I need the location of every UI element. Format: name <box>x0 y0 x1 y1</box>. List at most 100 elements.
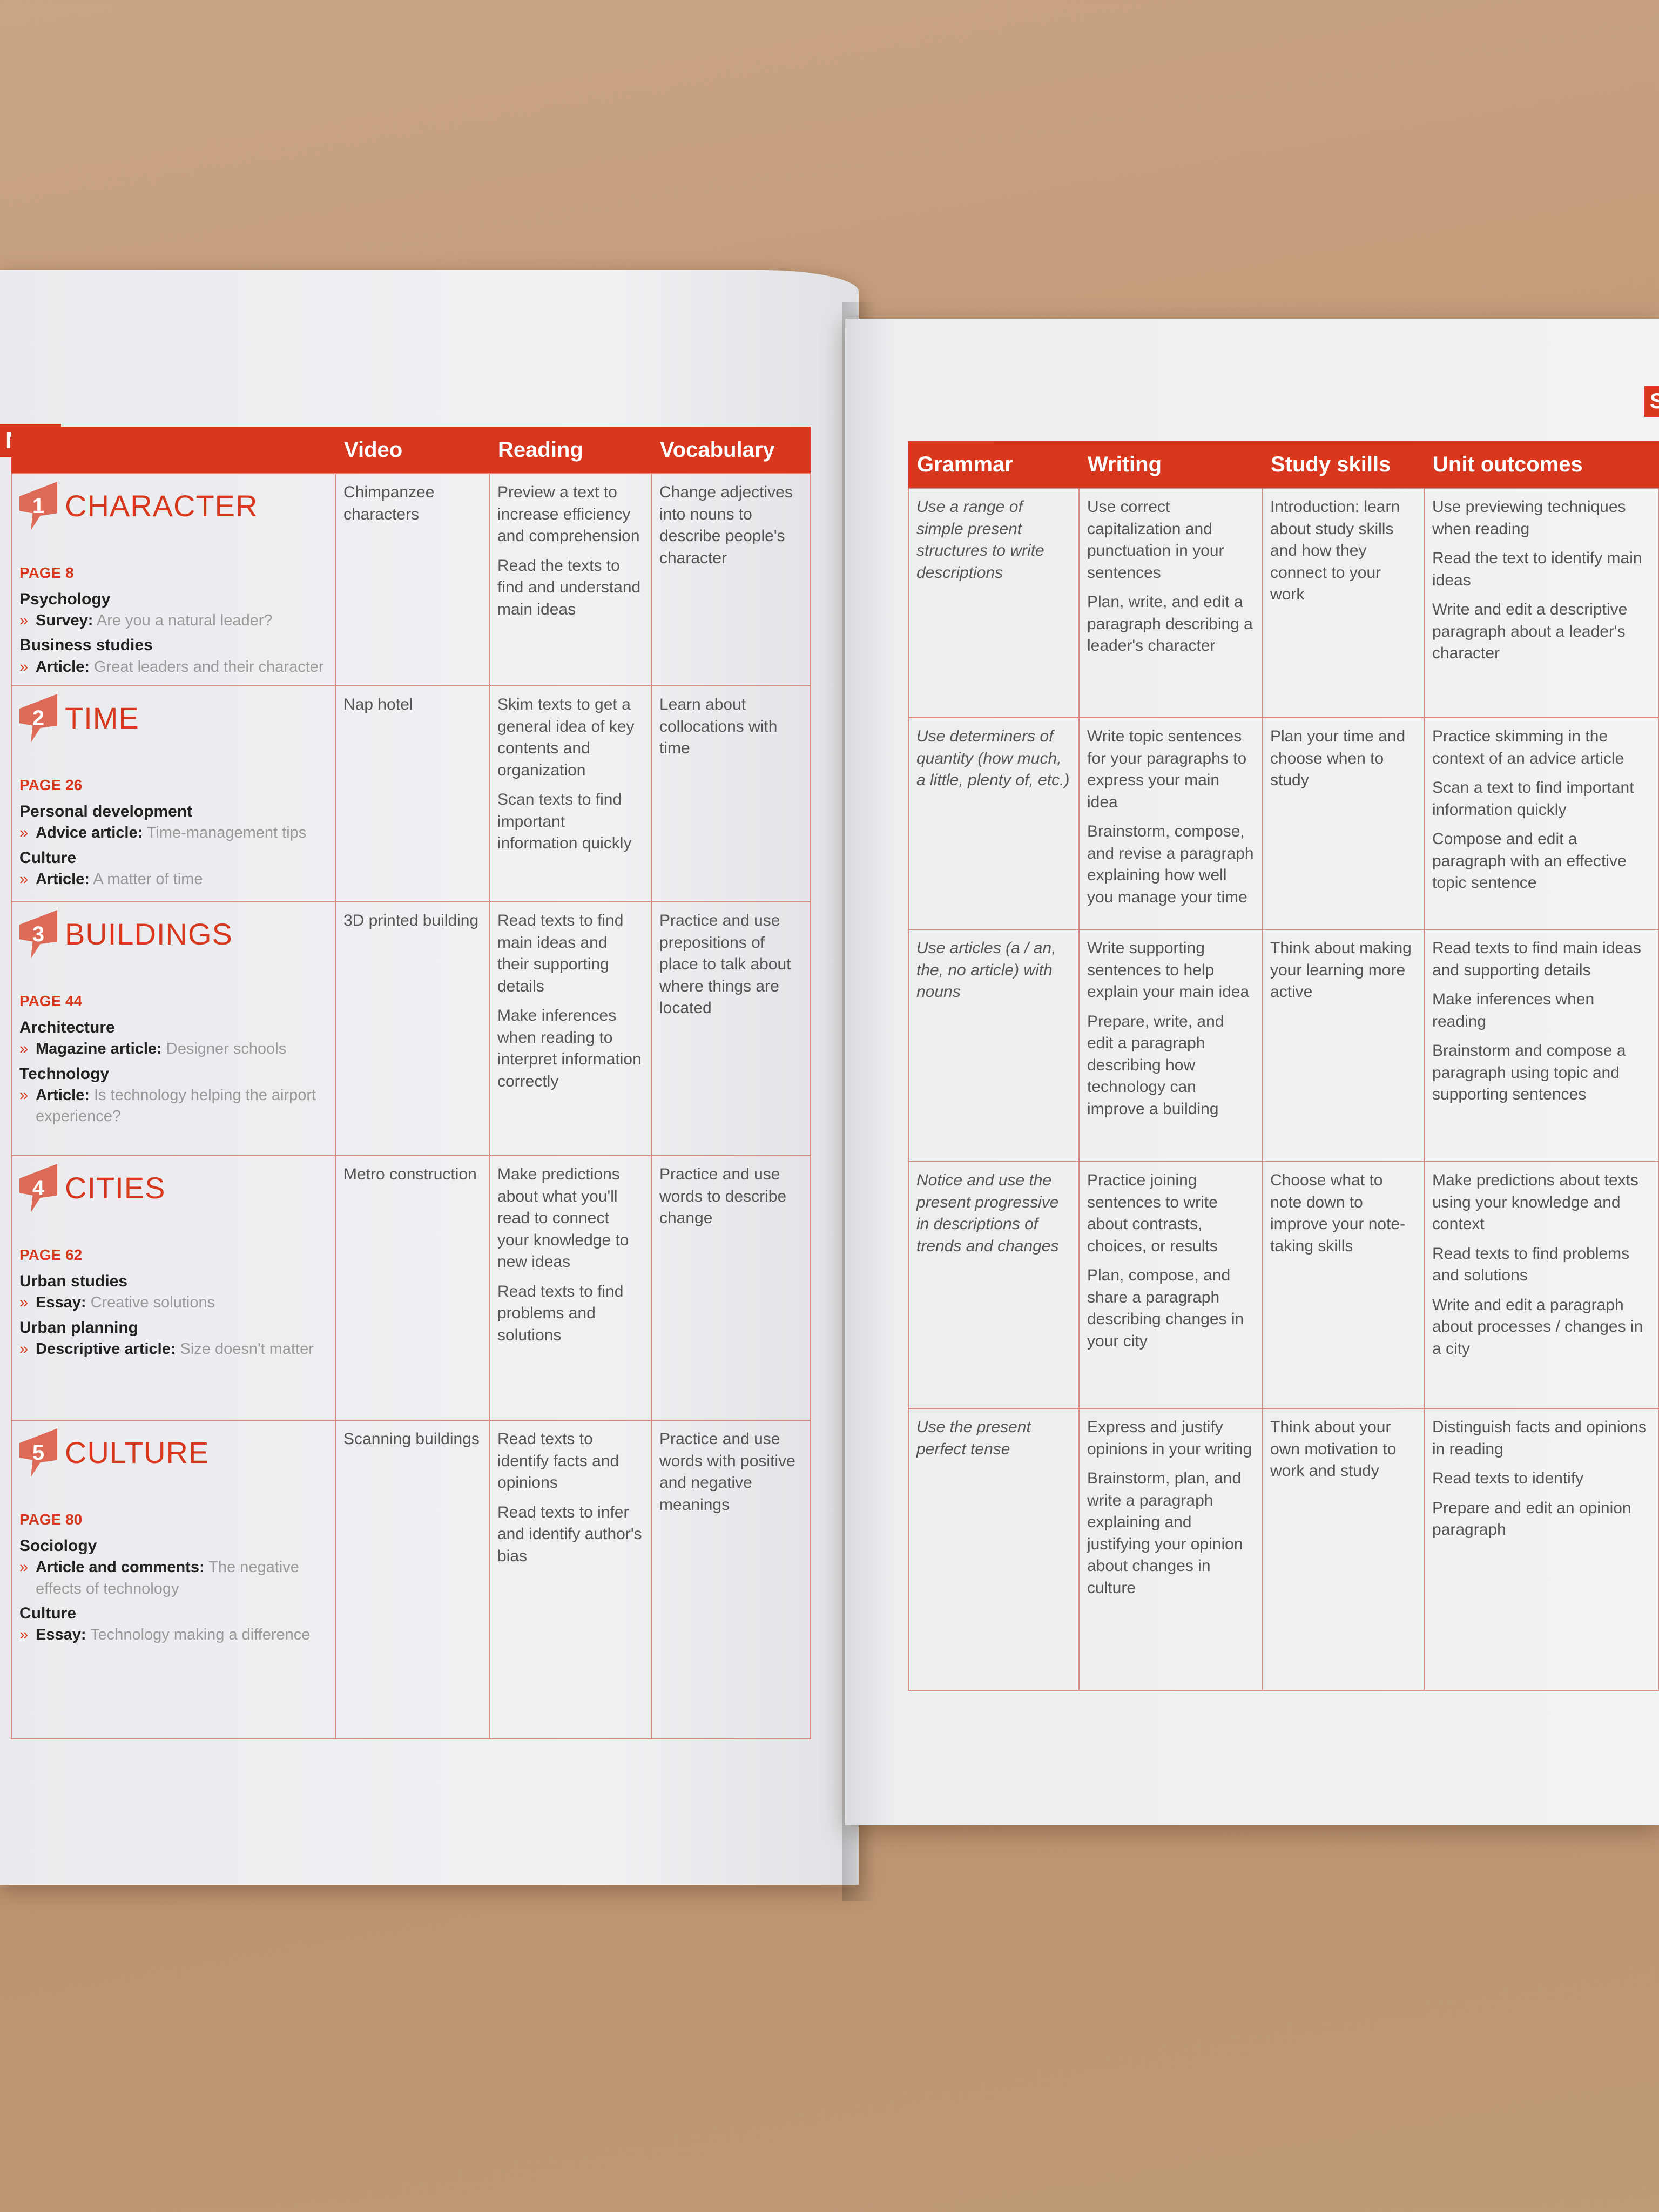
study-skills-cell: Plan your time and choose when to study <box>1262 717 1425 930</box>
outcomes-cell: Read texts to find main ideas and suppor… <box>1424 929 1659 1162</box>
source-subject: Personal development <box>19 802 193 820</box>
unit-outcome: Use previewing techniques when reading <box>1432 498 1626 538</box>
page-reference: PAGE 8 <box>19 564 74 581</box>
reading-cell: Preview a text to increase efficiency an… <box>489 473 652 687</box>
unit-outcome: Write and edit a paragraph about process… <box>1432 1296 1643 1358</box>
source-item: » Descriptive article: Size doesn't matte… <box>19 1339 327 1360</box>
unit-row: 1 CHARACTER PAGE 8 Psychology » Survey: Are y… <box>11 473 811 687</box>
unit-cell: 1 CHARACTER PAGE 8 Psychology » Survey: Are y… <box>11 473 336 687</box>
source-item: » Article and comments: The negative effe… <box>19 1557 327 1599</box>
unit-row: Use a range of simple present structures… <box>908 488 1659 718</box>
unit-title: BUILDINGS <box>65 917 233 952</box>
vocabulary-cell: Practice and use words to describe chang… <box>651 1155 811 1421</box>
writing-cell: Write supporting sentences to help expla… <box>1078 929 1263 1162</box>
video-cell: Chimpanzee characters <box>335 473 490 687</box>
arrow-icon: » <box>19 1294 29 1312</box>
reading-skill: Read texts to identify facts and opinion… <box>497 1430 619 1492</box>
writing-skill: Practice joining sentences to write abou… <box>1087 1171 1218 1255</box>
study-skills-cell: Introduction: learn about study skills a… <box>1262 488 1425 718</box>
unit-outcome: Write and edit a descriptive paragraph a… <box>1432 601 1628 662</box>
study-skill: Introduction: learn about study skills a… <box>1270 498 1400 603</box>
video-topic: Chimpanzee characters <box>343 483 435 523</box>
source-subject: Sociology <box>19 1536 97 1555</box>
page-reference: PAGE 62 <box>19 1246 83 1264</box>
source-item: » Survey: Are you a natural leader? <box>19 610 327 631</box>
outcomes-cell: Distinguish facts and opinions in readin… <box>1424 1408 1659 1691</box>
study-skill: Think about your own motivation to work … <box>1270 1418 1397 1480</box>
header-reading: Reading <box>489 427 651 474</box>
unit-outcome: Prepare and edit an opinion paragraph <box>1432 1499 1631 1539</box>
unit-row: 4 CITIES PAGE 62 Urban studies » Essay: Creat… <box>11 1155 811 1421</box>
study-skills-cell: Think about your own motivation to work … <box>1262 1408 1425 1691</box>
unit-heading: 4 CITIES <box>19 1164 327 1213</box>
writing-cell: Write topic sentences for your paragraph… <box>1078 717 1263 930</box>
unit-title: TIME <box>65 701 139 736</box>
reading-skill: Make predictions about what you'll read … <box>497 1165 629 1271</box>
study-skill: Think about making your learning more ac… <box>1270 939 1412 1001</box>
source-title: Great leaders and their character <box>93 658 324 676</box>
grammar-cell: Use the present perfect tense <box>908 1408 1080 1691</box>
scope-table-left: Video Reading Vocabulary 1 CHARACTER PAGE … <box>11 427 811 1740</box>
reading-skill: Skim texts to get a general idea of key … <box>497 696 635 779</box>
source-title: Designer schools <box>166 1040 287 1058</box>
vocabulary-skill: Learn about collocations with time <box>659 696 778 758</box>
vocabulary-cell: Learn about collocations with time <box>651 685 811 903</box>
source-type: Essay: <box>36 1626 86 1644</box>
unit-outcome: Compose and edit a paragraph with an eff… <box>1432 830 1627 892</box>
vocabulary-skill: Practice and use words with positive and… <box>659 1430 795 1514</box>
writing-skill: Prepare, write, and edit a paragraph des… <box>1087 1012 1224 1118</box>
source-subject: Architecture <box>19 1018 115 1036</box>
source-item: » Essay: Technology making a difference <box>19 1624 327 1645</box>
unit-title: CITIES <box>65 1171 166 1205</box>
source-type: Article: <box>36 658 90 676</box>
study-skills-cell: Think about making your learning more ac… <box>1262 929 1425 1162</box>
arrow-icon: » <box>19 1087 29 1104</box>
writing-skill: Plan, write, and edit a paragraph descri… <box>1087 593 1253 655</box>
writing-skill: Brainstorm, plan, and write a paragraph … <box>1087 1469 1243 1597</box>
source-item: » Article: Is technology helping the airp… <box>19 1085 327 1127</box>
unit-title: CHARACTER <box>65 489 258 523</box>
source-type: Survey: <box>36 612 93 630</box>
unit-cell: 4 CITIES PAGE 62 Urban studies » Essay: Creat… <box>11 1155 336 1421</box>
writing-cell: Express and justify opinions in your wri… <box>1078 1408 1263 1691</box>
writing-skill: Express and justify opinions in your wri… <box>1087 1418 1252 1458</box>
study-skills-cell: Choose what to note down to improve your… <box>1262 1161 1425 1409</box>
reading-cell: Skim texts to get a general idea of key … <box>489 685 652 903</box>
unit-number-badge-icon: 4 <box>19 1164 57 1213</box>
unit-heading: 5 CULTURE <box>19 1428 327 1478</box>
arrow-icon: » <box>19 824 29 842</box>
source-type: Article: <box>36 871 90 888</box>
unit-cell: 5 CULTURE PAGE 80 Sociology » Article and com… <box>11 1420 336 1740</box>
unit-number-badge-icon: 1 <box>19 482 57 530</box>
video-cell: 3D printed building <box>335 901 490 1157</box>
video-topic: Nap hotel <box>343 696 413 714</box>
unit-outcome: Scan a text to find important informatio… <box>1432 779 1634 819</box>
reading-skill: Read texts to find problems and solution… <box>497 1282 624 1344</box>
header-study-skills: Study skills <box>1262 441 1424 488</box>
writing-cell: Use correct capitalization and punctuati… <box>1078 488 1263 718</box>
grammar-point: Use a range of simple present structures… <box>916 498 1044 582</box>
unit-outcome: Practice skimming in the context of an a… <box>1432 727 1624 767</box>
unit-outcome: Read texts to find main ideas and suppor… <box>1432 939 1641 979</box>
arrow-icon: » <box>19 658 29 676</box>
vocabulary-skill: Change adjectives into nouns to describe… <box>659 483 793 567</box>
grammar-cell: Use determiners of quantity (how much, a… <box>908 717 1080 930</box>
source-subject: Urban planning <box>19 1318 138 1337</box>
grammar-point: Use determiners of quantity (how much, a… <box>916 727 1070 789</box>
source-subject: Urban studies <box>19 1272 128 1290</box>
reading-skill: Read texts to infer and identify author'… <box>497 1503 642 1565</box>
source-title: A matter of time <box>93 871 203 888</box>
grammar-point: Notice and use the present progressive i… <box>916 1171 1059 1255</box>
reading-cell: Read texts to find main ideas and their … <box>489 901 652 1157</box>
unit-cell: 2 TIME PAGE 26 Personal development » Advice … <box>11 685 336 903</box>
unit-title: CULTURE <box>65 1435 210 1470</box>
source-type: Essay: <box>36 1294 86 1312</box>
header-grammar: Grammar <box>908 441 1079 488</box>
source-item: » Article: A matter of time <box>19 869 327 890</box>
scope-table-right: Grammar Writing Study skills Unit outcom… <box>908 441 1659 1691</box>
unit-row: 2 TIME PAGE 26 Personal development » Advice … <box>11 685 811 903</box>
video-cell: Metro construction <box>335 1155 490 1421</box>
source-item: » Article: Great leaders and their charac… <box>19 657 327 678</box>
vocabulary-skill: Practice and use words to describe chang… <box>659 1165 787 1228</box>
video-topic: Scanning buildings <box>343 1430 480 1448</box>
